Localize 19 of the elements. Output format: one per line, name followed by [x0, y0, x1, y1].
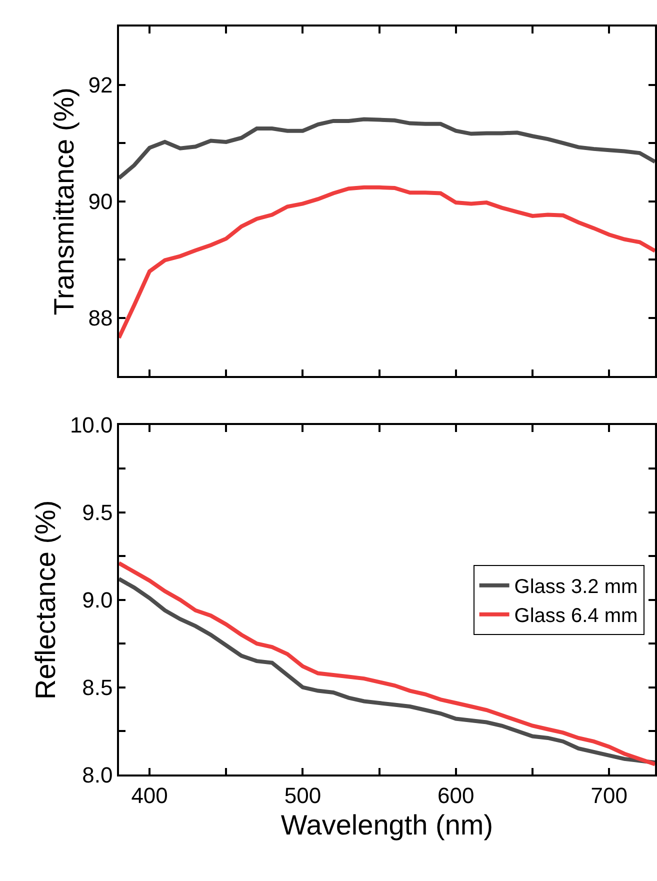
- y-tick-label: 8.0: [82, 762, 113, 788]
- y-axis-title: Transmittance (%): [48, 88, 80, 316]
- y-tick-label: 92: [88, 72, 113, 98]
- x-tick-label: 500: [284, 782, 322, 808]
- x-axis-title: Wavelength (nm): [280, 809, 494, 840]
- y-tick-label: 9.5: [82, 500, 113, 526]
- y-tick-label: 90: [88, 189, 113, 214]
- line-series: [118, 117, 656, 180]
- y-tick-label: 88: [88, 306, 113, 331]
- y-axis-title: Reflectance (%): [30, 500, 62, 700]
- y-tick-label: 9.0: [82, 588, 113, 613]
- y-tick-label: 8.5: [82, 674, 113, 700]
- legend-label: Glass 3.2 mm: [514, 576, 638, 598]
- y-tick-label: 10.0: [70, 412, 113, 438]
- x-tick-label: 400: [131, 782, 168, 808]
- legend-label: Glass 6.4 mm: [514, 605, 638, 628]
- x-tick-label: 600: [438, 782, 474, 808]
- x-tick-label: 700: [590, 782, 628, 808]
- line-series: [118, 185, 656, 340]
